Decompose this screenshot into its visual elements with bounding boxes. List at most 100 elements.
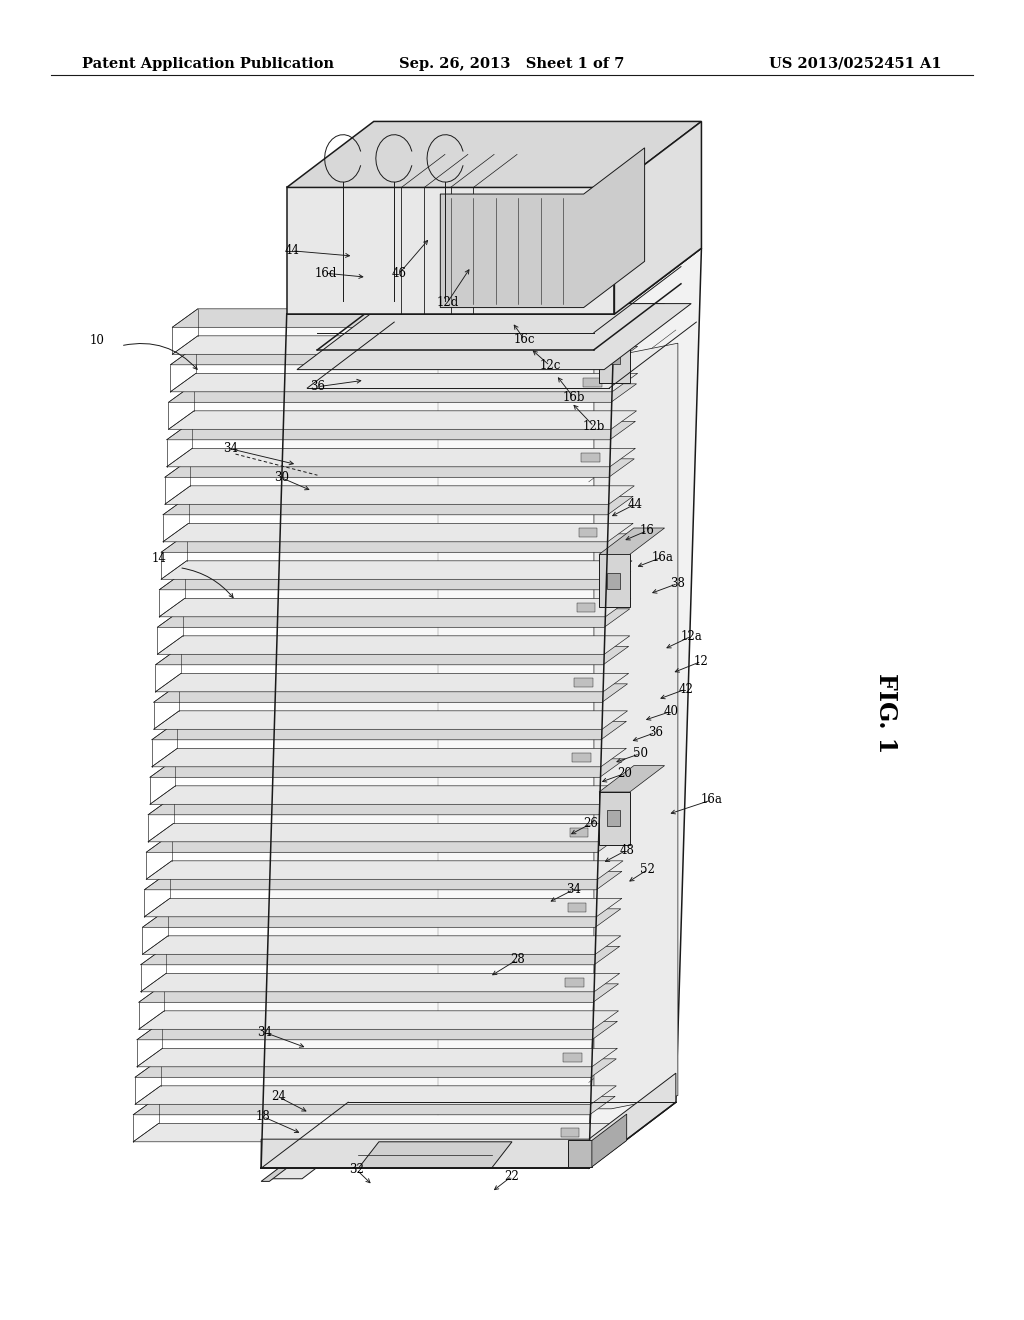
- Polygon shape: [148, 824, 625, 842]
- Text: 34: 34: [257, 1026, 271, 1039]
- Polygon shape: [570, 829, 589, 837]
- Polygon shape: [135, 1059, 616, 1077]
- Text: 30: 30: [274, 471, 289, 484]
- Polygon shape: [287, 187, 614, 314]
- Text: 16d: 16d: [314, 267, 337, 280]
- Polygon shape: [163, 496, 633, 515]
- Polygon shape: [154, 710, 628, 729]
- Polygon shape: [144, 871, 622, 890]
- Text: 34: 34: [566, 883, 581, 896]
- Text: 34: 34: [223, 442, 238, 455]
- Text: 16a: 16a: [651, 550, 674, 564]
- Text: US 2013/0252451 A1: US 2013/0252451 A1: [769, 57, 942, 71]
- Text: 14: 14: [152, 552, 166, 565]
- Polygon shape: [142, 908, 621, 927]
- Polygon shape: [142, 936, 621, 954]
- Text: 24: 24: [271, 1090, 286, 1104]
- Polygon shape: [440, 148, 645, 308]
- Polygon shape: [138, 983, 618, 1002]
- Polygon shape: [358, 1142, 512, 1168]
- Polygon shape: [261, 314, 614, 1168]
- Text: 38: 38: [671, 577, 685, 590]
- Polygon shape: [165, 459, 634, 478]
- Text: 10: 10: [90, 334, 104, 347]
- Polygon shape: [577, 603, 595, 611]
- Text: 20: 20: [617, 767, 632, 780]
- Text: 22: 22: [505, 1170, 519, 1183]
- Polygon shape: [287, 121, 701, 187]
- Polygon shape: [594, 343, 678, 1109]
- Polygon shape: [599, 528, 665, 554]
- Polygon shape: [150, 759, 626, 777]
- Polygon shape: [161, 533, 632, 552]
- Text: 12d: 12d: [436, 296, 459, 309]
- Polygon shape: [154, 684, 628, 702]
- Text: Patent Application Publication: Patent Application Publication: [82, 57, 334, 71]
- Text: 40: 40: [664, 705, 678, 718]
- Polygon shape: [156, 647, 629, 665]
- Text: 16: 16: [640, 524, 654, 537]
- Text: 18: 18: [256, 1110, 270, 1123]
- Text: 12a: 12a: [680, 630, 702, 643]
- Polygon shape: [163, 523, 633, 541]
- Polygon shape: [137, 1022, 617, 1040]
- Text: 36: 36: [310, 380, 325, 393]
- Polygon shape: [169, 411, 637, 429]
- Polygon shape: [158, 609, 630, 627]
- Polygon shape: [584, 379, 602, 387]
- Polygon shape: [261, 1073, 676, 1168]
- Polygon shape: [592, 1114, 627, 1167]
- Polygon shape: [161, 561, 632, 579]
- Polygon shape: [156, 673, 629, 692]
- Text: 16a: 16a: [700, 793, 723, 807]
- Text: 48: 48: [620, 843, 634, 857]
- Polygon shape: [169, 384, 637, 403]
- Text: 28: 28: [510, 953, 524, 966]
- Polygon shape: [599, 766, 665, 792]
- Polygon shape: [165, 486, 634, 504]
- Polygon shape: [137, 1048, 617, 1067]
- Polygon shape: [140, 946, 620, 965]
- Polygon shape: [172, 335, 639, 354]
- Text: 46: 46: [392, 267, 407, 280]
- Text: Sep. 26, 2013   Sheet 1 of 7: Sep. 26, 2013 Sheet 1 of 7: [399, 57, 625, 71]
- Polygon shape: [582, 453, 600, 462]
- Text: 12: 12: [694, 655, 709, 668]
- Text: 44: 44: [285, 244, 299, 257]
- Text: 12b: 12b: [583, 420, 605, 433]
- Polygon shape: [159, 598, 631, 616]
- Polygon shape: [614, 121, 701, 314]
- Polygon shape: [561, 1129, 580, 1137]
- Polygon shape: [297, 304, 691, 370]
- Text: FIG. 1: FIG. 1: [873, 673, 898, 752]
- Polygon shape: [150, 785, 626, 804]
- Polygon shape: [167, 421, 636, 440]
- Polygon shape: [152, 721, 627, 739]
- Polygon shape: [572, 754, 591, 762]
- Polygon shape: [159, 572, 631, 590]
- Polygon shape: [135, 1086, 616, 1105]
- Polygon shape: [599, 792, 630, 845]
- Polygon shape: [579, 528, 597, 536]
- Text: 44: 44: [628, 498, 642, 511]
- Polygon shape: [144, 899, 622, 917]
- Polygon shape: [287, 248, 701, 314]
- Polygon shape: [261, 1135, 330, 1181]
- Polygon shape: [589, 248, 701, 1168]
- Text: 36: 36: [648, 726, 663, 739]
- Text: 16b: 16b: [562, 391, 585, 404]
- Text: 26: 26: [584, 817, 598, 830]
- Polygon shape: [599, 330, 630, 383]
- Polygon shape: [133, 1097, 615, 1115]
- Polygon shape: [138, 1011, 618, 1030]
- Polygon shape: [607, 348, 620, 364]
- Polygon shape: [574, 678, 593, 686]
- Polygon shape: [599, 554, 630, 607]
- Polygon shape: [158, 636, 630, 655]
- Text: 16c: 16c: [514, 333, 535, 346]
- Polygon shape: [172, 309, 639, 327]
- Polygon shape: [170, 374, 638, 392]
- Text: 42: 42: [679, 682, 693, 696]
- Polygon shape: [565, 978, 584, 986]
- Text: 52: 52: [640, 863, 654, 876]
